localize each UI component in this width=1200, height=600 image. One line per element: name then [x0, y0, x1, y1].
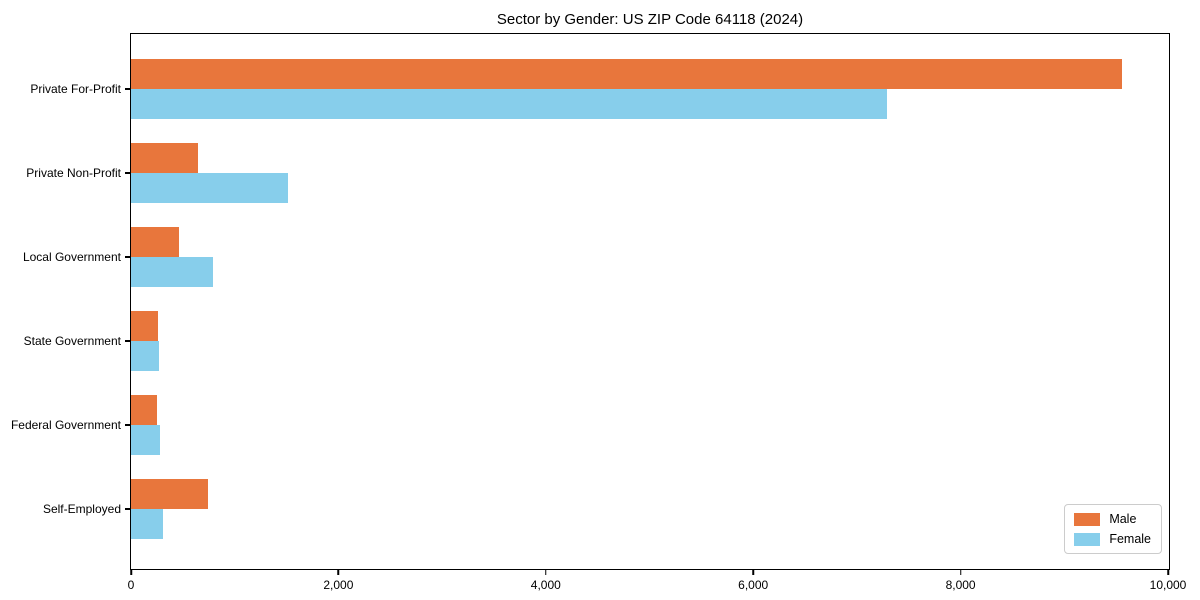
x-tick: [130, 569, 132, 575]
y-tick-label: Local Government: [22, 250, 121, 264]
bar-female-private-non-profit: [131, 173, 288, 203]
legend-label-male: Male: [1109, 512, 1137, 526]
bar-male-local-government: [131, 227, 179, 257]
bar-male-private-for-profit: [131, 59, 1123, 89]
bar-male-state-government: [131, 311, 158, 341]
legend-item-male: Male: [1074, 512, 1151, 526]
y-tick: [125, 172, 131, 174]
x-tick-label: 10,000: [1149, 578, 1187, 592]
x-tick: [545, 569, 547, 575]
bar-male-private-non-profit: [131, 143, 199, 173]
x-tick: [1167, 569, 1169, 575]
x-tick: [752, 569, 754, 575]
male-color-swatch: [1074, 512, 1101, 526]
y-tick: [125, 340, 131, 342]
y-tick-label: State Government: [23, 334, 121, 348]
x-tick-label: 0: [127, 578, 135, 592]
y-tick-label: Private For-Profit: [30, 82, 121, 96]
y-tick: [125, 88, 131, 90]
x-tick-label: 8,000: [945, 578, 976, 592]
x-tick-label: 4,000: [530, 578, 561, 592]
y-tick-label: Private Non-Profit: [26, 166, 121, 180]
female-color-swatch: [1074, 532, 1101, 546]
legend-item-female: Female: [1074, 532, 1151, 546]
x-tick: [337, 569, 340, 575]
bar-male-self-employed: [131, 479, 208, 509]
chart-title: Sector by Gender: US ZIP Code 64118 (202…: [496, 11, 804, 28]
x-tick-label: 6,000: [738, 578, 769, 592]
bar-female-local-government: [131, 257, 213, 287]
x-tick: [959, 569, 962, 575]
y-tick: [125, 508, 131, 510]
legend-label-female: Female: [1109, 532, 1151, 546]
y-tick: [125, 424, 131, 426]
y-tick-label: Self-Employed: [42, 502, 121, 516]
y-tick-label: Federal Government: [10, 418, 121, 432]
bar-female-private-for-profit: [131, 89, 887, 119]
bar-female-federal-government: [131, 425, 161, 455]
bar-female-state-government: [131, 341, 159, 371]
bar-male-federal-government: [131, 395, 157, 425]
y-tick: [125, 256, 131, 258]
x-tick-label: 2,000: [323, 578, 354, 592]
plot-area: Private For-Profit Private Non-Profit Loca…: [11, 33, 1186, 592]
bar-female-self-employed: [131, 509, 164, 539]
legend: Male Female: [1064, 504, 1162, 554]
